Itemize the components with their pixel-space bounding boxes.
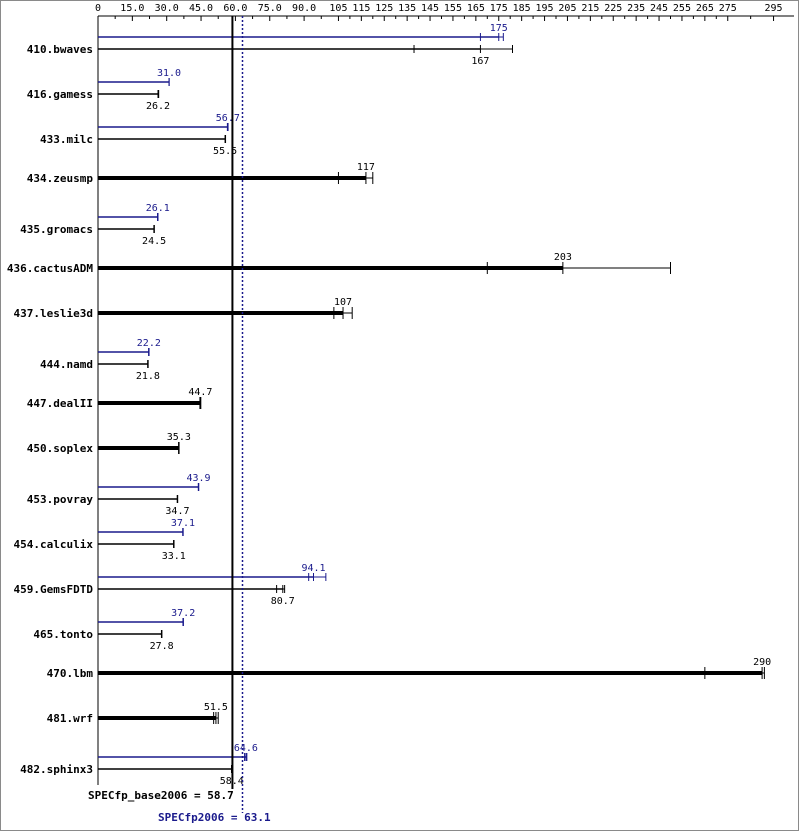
base-value-label: 51.5 (204, 702, 228, 713)
x-tick-label: 145 (421, 3, 439, 14)
x-tick-label: 175 (490, 3, 508, 14)
benchmark-label: 434.zeusmp (27, 172, 94, 185)
peak-value-label: 175 (490, 23, 508, 34)
base-value-label: 33.1 (162, 551, 186, 562)
summary-base-label: SPECfp_base2006 = 58.7 (88, 789, 234, 802)
x-tick-label: 60.0 (223, 3, 247, 14)
x-tick-label: 235 (627, 3, 645, 14)
x-tick-label: 245 (650, 3, 668, 14)
benchmark-row: 444.namd 22.2 21.8 (40, 338, 161, 382)
benchmark-row: 465.tonto 37.2 27.8 (33, 608, 195, 652)
benchmark-row: 459.GemsFDTD 94.1 80.7 (14, 563, 327, 607)
x-tick-label: 205 (558, 3, 576, 14)
base-value-label: 35.3 (167, 432, 191, 443)
benchmark-row: 454.calculix 37.1 33.1 (14, 518, 195, 562)
summary: SPECfp_base2006 = 58.7 SPECfp2006 = 63.1 (88, 789, 271, 824)
x-tick-label: 275 (719, 3, 737, 14)
benchmark-label: 470.lbm (47, 667, 94, 680)
benchmark-row: 453.povray 43.9 34.7 (27, 473, 211, 517)
x-tick-label: 125 (375, 3, 393, 14)
peak-value-label: 56.7 (216, 113, 240, 124)
peak-value-label: 64.6 (234, 743, 258, 754)
benchmark-row: 433.milc 56.7 55.5 (40, 113, 240, 157)
base-value-label: 107 (334, 297, 352, 308)
bars: 410.bwaves175167416.gamess31.026.2433.mi… (7, 23, 771, 787)
summary-peak-label: SPECfp2006 = 63.1 (158, 811, 271, 824)
benchmark-row: 447.dealII 44.7 (27, 387, 213, 410)
benchmark-label: 437.leslie3d (14, 307, 93, 320)
x-tick-label: 185 (513, 3, 531, 14)
x-tick-label: 225 (604, 3, 622, 14)
benchmark-label: 444.namd (40, 358, 93, 371)
x-tick-label: 295 (765, 3, 783, 14)
benchmark-label: 482.sphinx3 (20, 763, 93, 776)
benchmark-label: 436.cactusADM (7, 262, 93, 275)
peak-value-label: 37.2 (171, 608, 195, 619)
x-tick-label: 105 (329, 3, 347, 14)
benchmark-row: 470.lbm 290 (47, 657, 771, 680)
x-tick-label: 155 (444, 3, 462, 14)
peak-value-label: 94.1 (301, 563, 325, 574)
base-value-label: 55.5 (213, 146, 237, 157)
x-tick-label: 255 (673, 3, 691, 14)
peak-value-label: 37.1 (171, 518, 195, 529)
benchmark-row: 416.gamess 31.0 26.2 (27, 68, 181, 112)
x-tick-label: 165 (467, 3, 485, 14)
x-tick-label: 135 (398, 3, 416, 14)
benchmark-row: 437.leslie3d 107 (14, 297, 353, 320)
base-value-label: 117 (357, 162, 375, 173)
benchmark-row: 436.cactusADM 203 (7, 252, 671, 275)
x-tick-label: 0 (95, 3, 101, 14)
x-tick-label: 195 (536, 3, 554, 14)
base-value-label: 290 (753, 657, 771, 668)
base-value-label: 27.8 (150, 641, 174, 652)
benchmark-label: 435.gromacs (20, 223, 93, 236)
peak-value-label: 22.2 (137, 338, 161, 349)
base-value-label: 34.7 (165, 506, 189, 517)
base-value-label: 203 (554, 252, 572, 263)
benchmark-label: 433.milc (40, 133, 93, 146)
peak-value-label: 43.9 (186, 473, 210, 484)
benchmark-label: 465.tonto (33, 628, 93, 641)
reference-lines (231, 16, 244, 813)
x-tick-label: 90.0 (292, 3, 316, 14)
benchmark-row: 481.wrf 51.5 (47, 702, 228, 725)
base-value-label: 21.8 (136, 371, 160, 382)
benchmark-label: 416.gamess (27, 88, 93, 101)
x-tick-label: 265 (696, 3, 714, 14)
peak-value-label: 31.0 (157, 68, 181, 79)
base-value-label: 24.5 (142, 236, 166, 247)
x-tick-label: 30.0 (155, 3, 179, 14)
x-tick-label: 215 (581, 3, 599, 14)
benchmark-label: 450.soplex (27, 442, 94, 455)
base-value-label: 80.7 (271, 596, 295, 607)
benchmark-row: 410.bwaves 175 167 (27, 23, 513, 67)
x-tick-label: 15.0 (120, 3, 144, 14)
base-value-label: 44.7 (188, 387, 212, 398)
benchmark-label: 454.calculix (14, 538, 94, 551)
x-axis: 0 15.0 30.0 45.0 60.0 75.0 90.0 105 115 125 135 145… (95, 3, 794, 785)
benchmark-label: 410.bwaves (27, 43, 93, 56)
benchmark-label: 481.wrf (47, 712, 93, 725)
benchmark-label: 459.GemsFDTD (14, 583, 94, 596)
x-tick-label: 45.0 (189, 3, 213, 14)
base-value-label: 26.2 (146, 101, 170, 112)
benchmark-row: 435.gromacs 26.1 24.5 (20, 203, 170, 247)
benchmark-label: 453.povray (27, 493, 94, 506)
benchmark-row: 450.soplex 35.3 (27, 432, 191, 455)
x-tick-label: 75.0 (258, 3, 282, 14)
benchmark-label: 447.dealII (27, 397, 93, 410)
peak-value-label: 26.1 (146, 203, 170, 214)
x-tick-label: 115 (352, 3, 370, 14)
base-value-label: 167 (471, 56, 489, 67)
